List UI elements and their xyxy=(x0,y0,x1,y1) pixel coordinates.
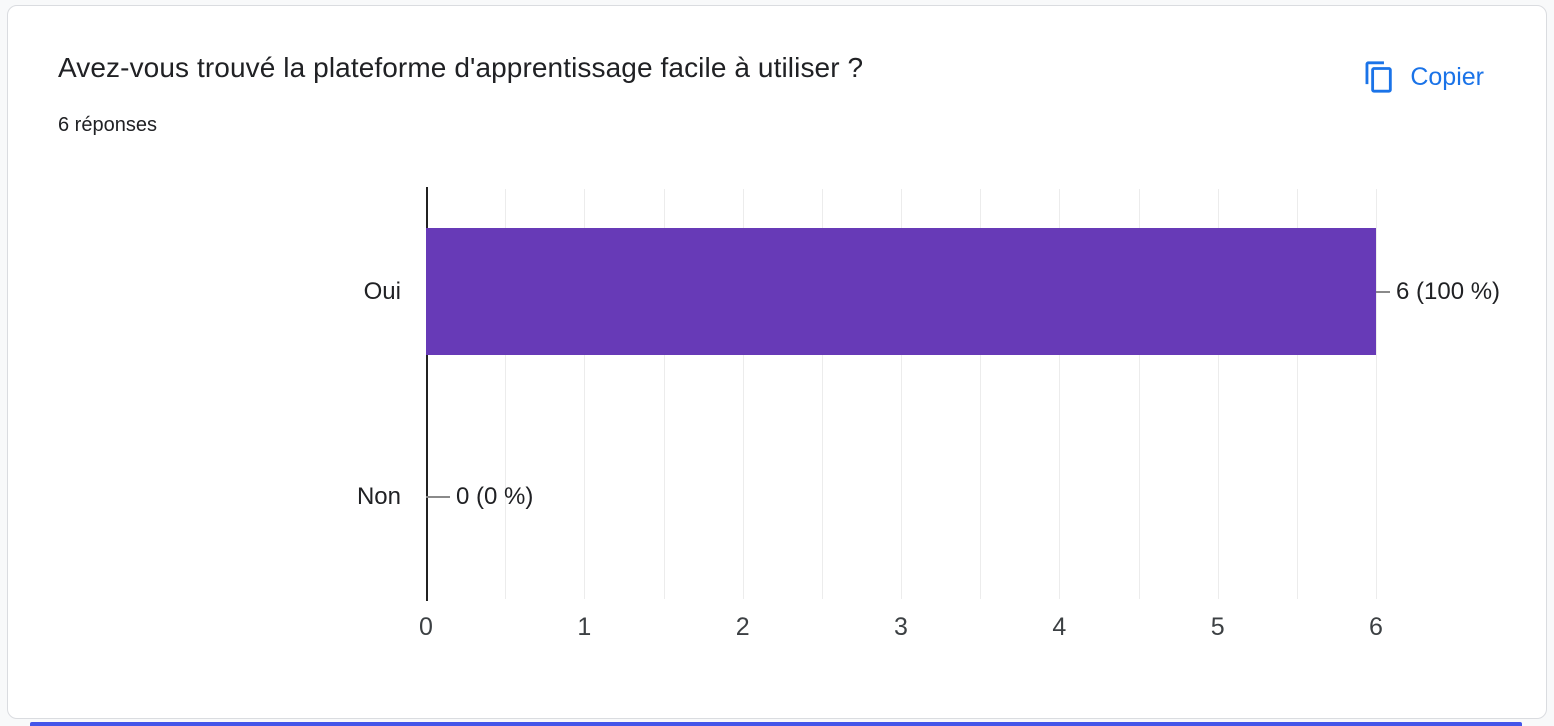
x-tick-label: 4 xyxy=(1052,613,1067,641)
x-tick-label: 6 xyxy=(1369,613,1383,641)
gridline xyxy=(901,189,902,599)
responses-count: 6 réponses xyxy=(58,114,157,136)
gridline xyxy=(821,189,823,599)
gridline xyxy=(1296,189,1298,599)
gridline xyxy=(663,189,665,599)
gridline xyxy=(584,189,586,599)
x-tick-label: 0 xyxy=(419,613,433,641)
next-card-top-edge xyxy=(30,722,1522,726)
value-label-oui: 6 (100 %) xyxy=(1396,277,1501,305)
value-callout-line xyxy=(1376,290,1390,293)
gridline xyxy=(1138,189,1140,599)
value-callout-line xyxy=(426,495,450,498)
x-tick-label: 3 xyxy=(894,613,908,641)
gridline xyxy=(505,189,507,599)
gridline xyxy=(1217,189,1219,599)
copy-button[interactable]: Copier xyxy=(1362,60,1484,94)
gridline xyxy=(980,189,982,599)
x-tick-label: 1 xyxy=(577,613,592,641)
value-label-non: 0 (0 %) xyxy=(456,482,534,510)
copy-button-label: Copier xyxy=(1410,62,1484,91)
gridline xyxy=(1376,189,1377,599)
y-axis-line xyxy=(426,187,428,601)
category-label-non: Non xyxy=(356,482,401,510)
x-tick-label: 5 xyxy=(1210,613,1225,641)
copy-icon xyxy=(1362,60,1396,94)
gridline xyxy=(1059,189,1061,599)
question-title: Avez-vous trouvé la plateforme d'apprent… xyxy=(58,52,864,83)
category-label-oui: Oui xyxy=(363,277,401,305)
x-tick-label: 2 xyxy=(735,613,750,641)
gridline xyxy=(742,189,744,599)
question-results-card: Avez-vous trouvé la plateforme d'apprent… xyxy=(7,5,1547,719)
bar-oui xyxy=(426,228,1376,355)
card-header: Avez-vous trouvé la plateforme d'apprent… xyxy=(8,6,1546,94)
bar-chart-plot-area: Oui 6 (100 %) Non 0 (0 %) 0 1 2 3 4 5 6 xyxy=(357,187,1500,641)
